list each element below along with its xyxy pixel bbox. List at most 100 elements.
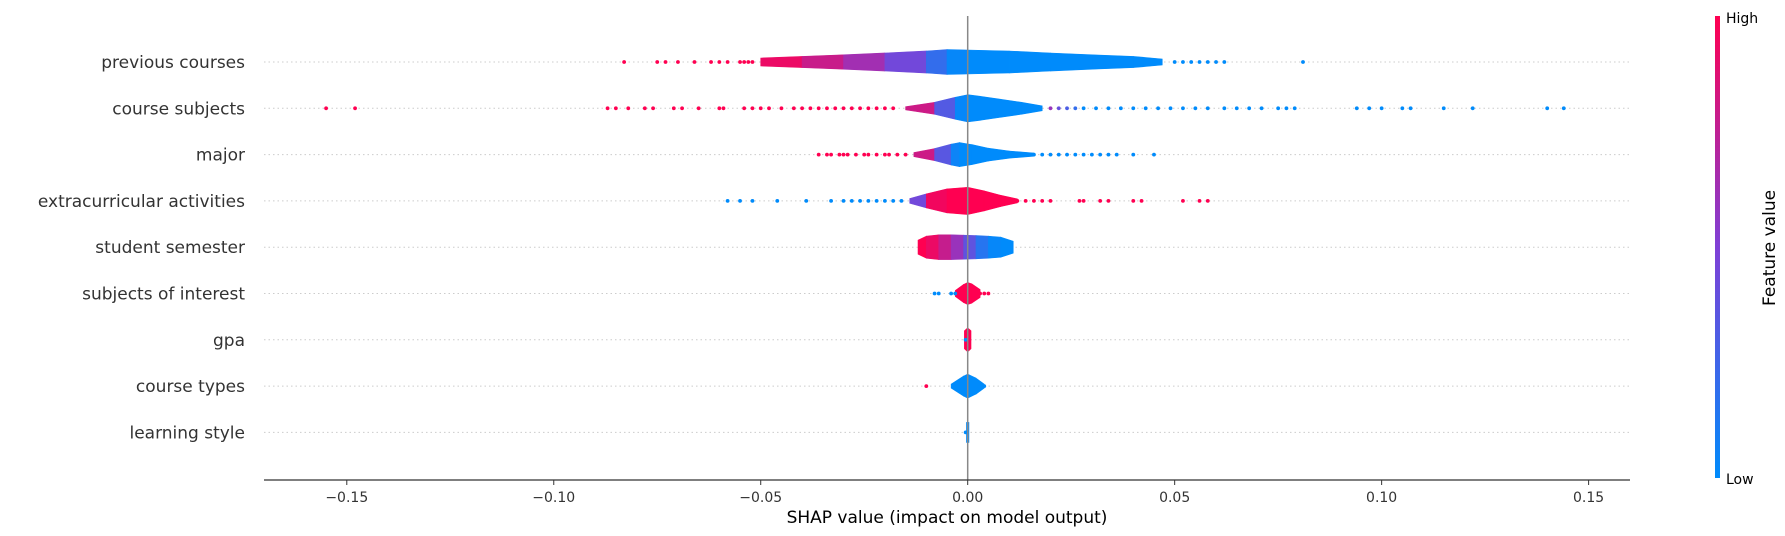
data-point (1172, 60, 1177, 64)
data-point (887, 152, 891, 157)
data-point (1156, 106, 1161, 111)
data-point (874, 106, 879, 111)
violin-segment (1008, 50, 1051, 74)
data-point (936, 291, 941, 296)
data-point (1284, 106, 1289, 111)
x-tick-label: 0.10 (1366, 490, 1397, 506)
data-point (717, 106, 722, 111)
data-point (862, 152, 867, 157)
violin-segment (959, 142, 973, 167)
violin-segment (1000, 236, 1014, 258)
data-point (1056, 106, 1061, 111)
data-point (1106, 199, 1111, 203)
data-point (1222, 106, 1227, 111)
violin-segment (946, 186, 968, 215)
feature-label: major (196, 146, 245, 166)
data-point (1131, 199, 1136, 203)
data-point (1197, 199, 1202, 203)
data-point (1193, 106, 1198, 111)
violin-segment (926, 234, 940, 260)
data-point (696, 106, 701, 111)
data-point (829, 152, 833, 157)
violin-segment (1000, 98, 1022, 118)
data-point (1400, 106, 1405, 111)
violin-segment (1091, 54, 1134, 70)
data-point (866, 152, 871, 157)
data-point (1056, 152, 1061, 157)
data-point (1098, 199, 1103, 203)
data-point (816, 152, 821, 157)
violin-segment (913, 148, 935, 161)
feature-label: extracurricular activities (38, 192, 245, 212)
feature-row: extracurricular activities (38, 186, 1630, 215)
violin-segment (967, 49, 1010, 75)
data-point (949, 291, 954, 296)
violin-segment (975, 235, 989, 260)
data-point (1040, 199, 1045, 203)
feature-row: major (196, 142, 1630, 167)
violin-segment (1021, 101, 1043, 115)
violin-segment (950, 142, 960, 167)
data-point (1065, 152, 1069, 157)
data-point (903, 152, 908, 157)
data-point (750, 60, 755, 64)
violin-segment (1000, 194, 1018, 207)
violin-segment (946, 49, 968, 75)
data-point (845, 152, 850, 157)
x-tick-label: 0.05 (1159, 490, 1190, 506)
data-point (1139, 199, 1144, 203)
data-point (1545, 106, 1550, 111)
data-point (742, 60, 747, 64)
data-point (1131, 106, 1136, 111)
violin-segment (760, 56, 803, 68)
data-point (642, 106, 647, 111)
data-point (837, 152, 842, 157)
data-point (1040, 152, 1045, 157)
data-point (866, 199, 871, 203)
data-point (1065, 106, 1069, 111)
data-point (1081, 106, 1086, 111)
data-point (738, 60, 742, 64)
feature-row: student semester (95, 234, 1630, 260)
data-point (899, 199, 904, 203)
data-point (953, 384, 958, 388)
data-point (829, 199, 833, 203)
feature-label: previous courses (101, 53, 245, 73)
data-point (1048, 152, 1053, 157)
data-point (692, 60, 697, 64)
x-tick-label: −0.10 (532, 490, 575, 506)
data-point (804, 199, 809, 203)
data-point (1222, 60, 1227, 64)
feature-row: learning style (129, 422, 1630, 443)
data-point (963, 430, 968, 435)
violin-segment (926, 188, 948, 214)
data-point (1114, 152, 1119, 157)
feature-label: gpa (213, 331, 245, 351)
data-point (605, 106, 610, 111)
data-point (883, 106, 887, 111)
feature-label: course subjects (112, 99, 245, 119)
data-point (883, 199, 887, 203)
data-point (1470, 106, 1475, 111)
data-point (1181, 199, 1185, 203)
data-point (982, 291, 987, 296)
data-point (841, 106, 846, 111)
data-point (1189, 60, 1194, 64)
violin-segment (988, 235, 1002, 259)
data-point (655, 60, 660, 64)
data-point (858, 106, 862, 111)
violin-segment (967, 186, 985, 215)
data-point (891, 106, 896, 111)
feature-rows: previous courses course subjects major extr… (38, 49, 1630, 443)
feature-row: subjects of interest (82, 282, 1630, 305)
data-point (849, 106, 854, 111)
data-point (775, 199, 780, 203)
violin-segment (934, 96, 956, 120)
data-point (891, 199, 896, 203)
violin-segment (1008, 150, 1035, 159)
x-axis-title: SHAP value (impact on model output) (787, 508, 1108, 528)
data-point (680, 106, 684, 111)
data-point (849, 199, 854, 203)
data-point (1073, 106, 1078, 111)
data-point (1379, 106, 1384, 111)
